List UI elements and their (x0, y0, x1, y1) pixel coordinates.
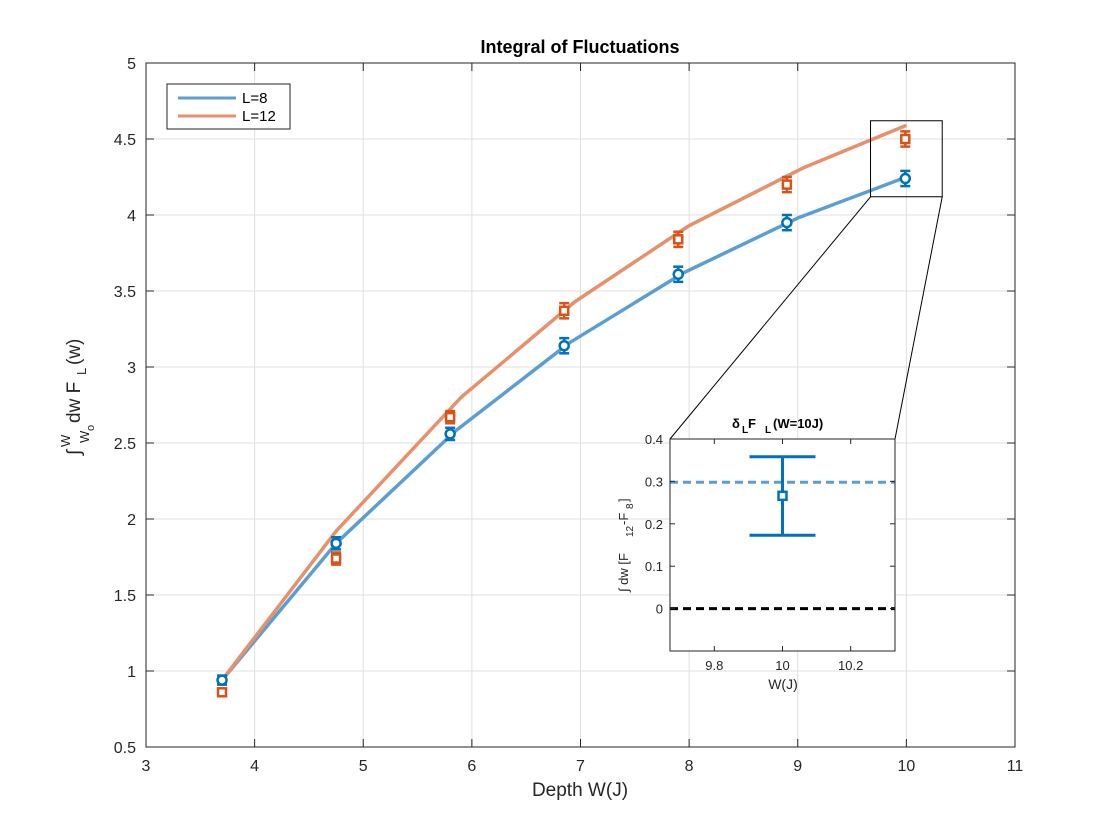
data-point-l12 (673, 230, 684, 249)
x-tick-label: 9 (793, 758, 802, 775)
x-tick-label: 3 (142, 758, 151, 775)
inset-y-tick-label: 0.3 (645, 474, 663, 489)
inset-y-label-sub1: 12 (625, 525, 636, 537)
series-line-l12 (220, 123, 908, 682)
x-tick-label: 5 (359, 758, 368, 775)
data-point-l12 (781, 175, 793, 194)
inset-title-f: F (748, 416, 756, 431)
data-point-l12 (330, 551, 342, 566)
x-tick-label: 4 (250, 758, 259, 775)
data-point-l8 (216, 674, 228, 686)
inset-title-delta: δ (732, 416, 740, 431)
marker-square (781, 179, 793, 190)
y-tick-label: 5 (127, 56, 136, 73)
data-point-l8 (558, 336, 570, 355)
y-tick-label: 4.5 (114, 132, 136, 149)
marker-circle (672, 268, 685, 281)
y-label-sub: L (74, 368, 89, 375)
inset-y-label-prefix: ∫ dw [F (616, 553, 631, 593)
inset-y-label-sub2: 8 (625, 503, 636, 509)
inset-x-tick-label: 10 (775, 658, 789, 673)
y-tick-label: 1.5 (114, 588, 136, 605)
legend-box (166, 83, 291, 130)
data-point-l12 (558, 301, 570, 320)
marker-square (900, 133, 911, 145)
inset-y-tick-label: 0 (656, 602, 663, 617)
data-point-l12 (444, 409, 456, 425)
inset-title-rest: (W=10J) (773, 416, 823, 431)
y-label-lower: W (77, 430, 92, 443)
main-axes: 3 4 5 6 7 8 9 10 11 0.5 1 1.5 2 2.5 3 3.5 4 4.5 5 (114, 56, 1024, 775)
zoom-box (870, 120, 943, 198)
x-tick-label: 6 (467, 758, 476, 775)
data-point-l8 (330, 535, 342, 551)
data-point-l12 (216, 687, 228, 698)
inset-y-tick-label: 0.2 (645, 517, 663, 532)
data-point-l8 (781, 213, 793, 232)
main-grid (146, 63, 1015, 747)
y-tick-label: 0.5 (114, 740, 136, 757)
y-tick-label: 4 (127, 208, 136, 225)
y-tick-label: 2.5 (114, 436, 136, 453)
marker-circle (330, 537, 342, 550)
marker-square (558, 305, 570, 317)
data-point-l8 (444, 426, 456, 442)
y-label-tail: (w) (64, 339, 85, 365)
legend-label-l12: L=12 (242, 108, 276, 125)
inset-x-tick-label: 9.8 (705, 658, 723, 673)
marker-square (673, 234, 684, 245)
inset-y-tick-label: 0.1 (645, 559, 663, 574)
y-label-upper: W (58, 434, 73, 447)
legend: L=8 L=12 (166, 83, 291, 130)
inset-title: δ L F L (W=10J) (732, 416, 823, 436)
x-tick-label: 11 (1007, 758, 1024, 775)
y-axis-label: ∫ W W o dw F L (w) (58, 339, 97, 456)
legend-label-l8: L=8 (242, 90, 267, 107)
zoom-connector-left (669, 196, 871, 440)
inset-data-point (749, 455, 816, 537)
inset-ticks: 9.8 10 10.2 0 0.1 0.2 0.3 0.4 (645, 432, 895, 673)
y-tick-label: 2 (127, 512, 136, 529)
marker-square (444, 411, 456, 423)
inset-y-axis-label: ∫ dw [F 12 -F 8 ] (616, 498, 636, 593)
main-ticks: 3 4 5 6 7 8 9 10 11 0.5 1 1.5 2 2.5 3 3.5 4 4.5 5 (114, 56, 1024, 775)
chart-title: Integral of Fluctuations (480, 37, 679, 57)
inset-content (670, 455, 895, 611)
marker-circle (899, 172, 912, 185)
marker-square (216, 687, 228, 698)
inset-y-label-suffix: ] (616, 498, 631, 502)
y-label-lower-sub: o (85, 425, 97, 431)
y-label-body: dw F (64, 382, 85, 423)
x-tick-label: 7 (576, 758, 585, 775)
data-point-l12 (900, 130, 911, 148)
marker-circle (558, 339, 570, 352)
main-points (216, 130, 912, 698)
marker-circle (444, 428, 456, 440)
inset-x-axis-label: W(J) (768, 676, 798, 692)
zoom-indicator (669, 120, 943, 440)
y-label-integral: ∫ (64, 448, 85, 456)
x-tick-label: 10 (897, 758, 915, 775)
inset-title-delta-sub: L (742, 425, 748, 436)
x-tick-label: 8 (685, 758, 694, 775)
inset-marker-square (777, 490, 788, 502)
inset-y-tick-label: 0.4 (645, 432, 663, 447)
data-point-l8 (672, 265, 685, 284)
inset-x-tick-label: 10.2 (838, 658, 863, 673)
y-tick-label: 3 (127, 360, 136, 377)
x-axis-label: Depth W(J) (532, 780, 628, 801)
marker-circle (216, 674, 228, 686)
y-tick-label: 1 (127, 664, 136, 681)
marker-circle (781, 216, 793, 229)
inset-title-f-sub: L (765, 425, 771, 436)
y-tick-label: 3.5 (114, 284, 136, 301)
inset-y-label-mid: -F (616, 513, 631, 525)
data-point-l8 (899, 169, 912, 188)
inset-axes: 9.8 10 10.2 0 0.1 0.2 0.3 0.4 (645, 432, 896, 673)
marker-square (330, 553, 342, 564)
zoom-connector-right (894, 196, 943, 440)
